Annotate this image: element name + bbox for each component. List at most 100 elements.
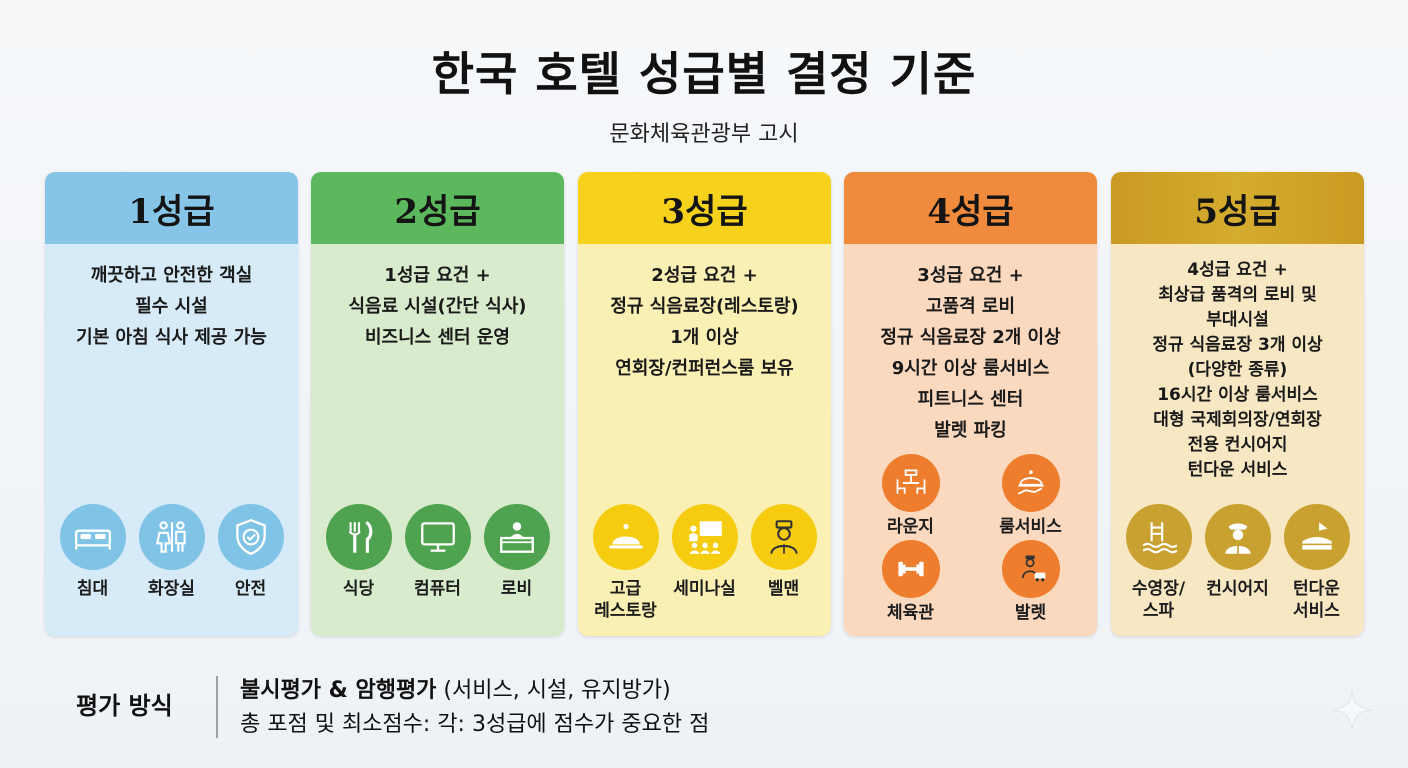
requirement: 피트니스 센터: [917, 389, 1024, 410]
restroom-icon: [138, 504, 205, 570]
requirement: 식음료 시설(간단 식사): [348, 296, 527, 317]
facility-item: 로비: [479, 504, 555, 600]
facility-item: 식당: [321, 504, 397, 600]
valet-icon: [1001, 540, 1060, 598]
grade-body: 2성급 요건 + 정규 식음료장(레스토랑) 1개 이상 연회장/컨퍼런스룸 보…: [578, 244, 831, 636]
facility-label: 로비: [500, 579, 533, 599]
requirement: 1개 이상: [670, 327, 739, 348]
requirement: 연회장/컨퍼런스룸 보유: [615, 358, 794, 379]
facility-label: 고급 레스토랑: [594, 579, 657, 621]
facility-item: 발렛: [981, 540, 1081, 624]
requirement: 턴다운 서비스: [1187, 460, 1288, 480]
grade-header: 4성급: [844, 172, 1097, 244]
requirement: 대형 국제회의장/연회장: [1153, 410, 1322, 430]
requirements-list: 1성급 요건 + 식음료 시설(간단 식사) 비즈니스 센터 운영: [311, 244, 564, 353]
requirements-list: 2성급 요건 + 정규 식음료장(레스토랑) 1개 이상 연회장/컨퍼런스룸 보…: [578, 244, 831, 384]
requirement: 부대시설: [1206, 310, 1269, 330]
facility-label: 체육관: [887, 603, 934, 623]
grade-body: 3성급 요건 + 고품격 로비 정규 식음료장 2개 이상 9시간 이상 룸서비…: [844, 244, 1097, 636]
shield-check-icon: [217, 504, 284, 570]
pool-icon: [1125, 504, 1192, 570]
fork-knife-icon: [325, 504, 392, 570]
facility-item: 컨시어지: [1200, 504, 1276, 622]
facility-label: 발렛: [1014, 603, 1047, 623]
facility-item: 턴다운 서비스: [1279, 504, 1355, 622]
grade-body: 1성급 요건 + 식음료 시설(간단 식사) 비즈니스 센터 운영 식당 컴퓨터: [311, 244, 564, 636]
facility-label: 컴퓨터: [414, 579, 461, 599]
facility-item: 화장실: [134, 504, 210, 600]
bed-icon: [59, 504, 126, 570]
grade-card-1: 1성급 깨끗하고 안전한 객실 필수 시설 기본 아침 식사 제공 가능 침대 …: [45, 172, 298, 636]
computer-icon: [404, 504, 471, 570]
facility-item: 체육관: [861, 540, 961, 624]
requirement: 1성급 요건 +: [384, 265, 491, 286]
turndown-icon: [1283, 504, 1350, 570]
requirement: 비즈니스 센터 운영: [364, 327, 510, 348]
facility-item: 컴퓨터: [400, 504, 476, 600]
dumbbell-icon: [881, 540, 940, 598]
facility-item: 침대: [55, 504, 131, 600]
requirement: 기본 아침 식사 제공 가능: [76, 327, 267, 348]
facility-label: 컨시어지: [1206, 579, 1269, 599]
page-subtitle: 문화체육관광부 고시: [609, 122, 799, 147]
facility-item: 벨맨: [746, 504, 822, 622]
evaluation-method-detail: (서비스, 시설, 유지방가): [436, 678, 671, 703]
requirement: 고품격 로비: [925, 296, 1016, 317]
bellman-icon: [750, 504, 817, 570]
evaluation-method-bold: 불시평가 & 암행평가: [240, 678, 437, 703]
requirement: 최상급 품격의 로비 및: [1158, 285, 1317, 305]
grade-body: 깨끗하고 안전한 객실 필수 시설 기본 아침 식사 제공 가능 침대 화장실: [45, 244, 298, 636]
requirement: 필수 시설: [135, 296, 208, 317]
facility-label: 식당: [342, 579, 375, 599]
facility-label: 안전: [234, 579, 267, 599]
sparkle-icon: [1332, 690, 1372, 730]
evaluation-section: 평가 방식 불시평가 & 암행평가 (서비스, 시설, 유지방가) 총 포점 및…: [0, 668, 1408, 748]
requirement: 깨끗하고 안전한 객실: [90, 265, 253, 286]
facility-label: 라운지: [887, 517, 934, 537]
grade-header: 3성급: [578, 172, 831, 244]
facility-icons: 고급 레스토랑 세미나실 벨맨: [578, 504, 831, 622]
reception-desk-icon: [483, 504, 550, 570]
requirement: 정규 식음료장(레스토랑): [610, 296, 799, 317]
facility-icons: 체육관 발렛: [844, 540, 1097, 624]
evaluation-label: 평가 방식: [76, 692, 173, 720]
requirement: 정규 식음료장 2개 이상: [880, 327, 1061, 348]
requirement: 9시간 이상 룸서비스: [891, 358, 1050, 379]
facility-item: 세미나실: [667, 504, 743, 622]
facility-item: 고급 레스토랑: [588, 504, 664, 622]
concierge-icon: [1204, 504, 1271, 570]
requirement: 2성급 요건 +: [651, 265, 758, 286]
facility-label: 룸서비스: [999, 517, 1062, 537]
grade-header: 1성급: [45, 172, 298, 244]
requirement: (다양한 종류): [1187, 360, 1288, 380]
facility-icons: 침대 화장실 안전: [45, 504, 298, 600]
facility-icons: 수영장/ 스파 컨시어지 턴다운 서비스: [1111, 504, 1364, 622]
facility-label: 침대: [76, 579, 109, 599]
grade-header: 2성급: [311, 172, 564, 244]
facility-item: 수영장/ 스파: [1121, 504, 1197, 622]
facility-label: 벨맨: [767, 579, 800, 599]
requirements-list: 3성급 요건 + 고품격 로비 정규 식음료장 2개 이상 9시간 이상 룸서비…: [844, 244, 1097, 446]
seminar-icon: [671, 504, 738, 570]
requirement: 정규 식음료장 3개 이상: [1152, 335, 1323, 355]
divider: [216, 676, 218, 738]
facility-item: 룸서비스: [981, 454, 1081, 538]
requirements-list: 깨끗하고 안전한 객실 필수 시설 기본 아침 식사 제공 가능: [45, 244, 298, 353]
requirement: 3성급 요건 +: [917, 265, 1024, 286]
grade-body: 4성급 요건 + 최상급 품격의 로비 및 부대시설 정규 식음료장 3개 이상…: [1111, 244, 1364, 636]
facility-icons: 라운지 룸서비스: [844, 454, 1097, 538]
facility-item: 라운지: [861, 454, 961, 538]
cloche-icon: [592, 504, 659, 570]
facility-label: 수영장/ 스파: [1131, 579, 1186, 621]
requirement: 전용 컨시어지: [1187, 435, 1288, 455]
facility-label: 화장실: [148, 579, 195, 599]
requirement: 4성급 요건 +: [1187, 260, 1288, 280]
requirements-list: 4성급 요건 + 최상급 품격의 로비 및 부대시설 정규 식음료장 3개 이상…: [1111, 244, 1364, 483]
grade-card-4: 4성급 3성급 요건 + 고품격 로비 정규 식음료장 2개 이상 9시간 이상…: [844, 172, 1097, 636]
evaluation-method: 불시평가 & 암행평가 (서비스, 시설, 유지방가): [240, 672, 671, 704]
grade-card-3: 3성급 2성급 요건 + 정규 식음료장(레스토랑) 1개 이상 연회장/컨퍼런…: [578, 172, 831, 636]
requirement: 발렛 파킹: [934, 420, 1007, 441]
facility-item: 안전: [213, 504, 289, 600]
grade-card-5: 5성급 4성급 요건 + 최상급 품격의 로비 및 부대시설 정규 식음료장 3…: [1111, 172, 1364, 636]
room-service-icon: [1001, 454, 1060, 512]
